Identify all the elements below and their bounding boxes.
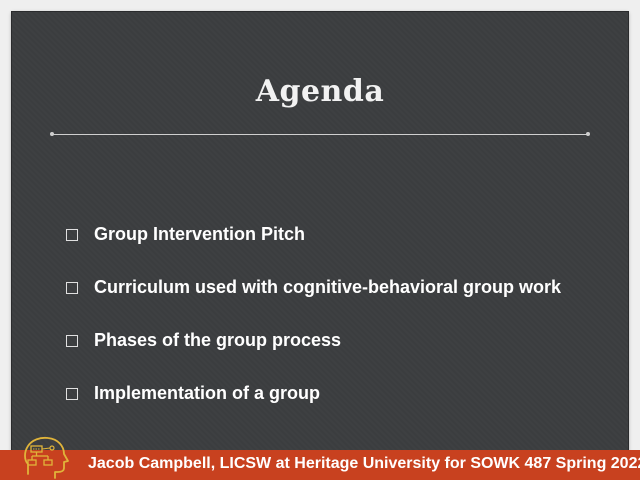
- agenda-item: Phases of the group process: [66, 314, 561, 367]
- agenda-item: Curriculum used with cognitive-behaviora…: [66, 261, 561, 314]
- checkbox-bullet-icon: [66, 228, 78, 241]
- agenda-list: Group Intervention Pitch Curriculum used…: [66, 208, 561, 420]
- agenda-item-label: Implementation of a group: [94, 383, 321, 403]
- checkbox-bullet-icon: [66, 281, 78, 294]
- slide-title: Agenda: [255, 74, 385, 109]
- agenda-item-label: Group Intervention Pitch: [94, 224, 306, 244]
- title-rule: [52, 134, 588, 135]
- agenda-item-label: Phases of the group process: [94, 330, 342, 350]
- slide: Agenda Group Intervention Pitch Curricul…: [12, 12, 628, 454]
- title-rule-right-dot: [586, 132, 590, 136]
- agenda-item-label: Curriculum used with cognitive-behaviora…: [94, 277, 562, 297]
- checkbox-bullet-icon: [66, 334, 78, 347]
- agenda-item: Group Intervention Pitch: [66, 208, 561, 261]
- footer-credit: Jacob Campbell, LICSW at Heritage Univer…: [88, 455, 640, 472]
- footer-bar: Jacob Campbell, LICSW at Heritage Univer…: [0, 450, 640, 480]
- agenda-item: Implementation of a group: [66, 367, 561, 420]
- checkbox-bullet-icon: [66, 387, 78, 400]
- head-network-icon: [24, 436, 69, 479]
